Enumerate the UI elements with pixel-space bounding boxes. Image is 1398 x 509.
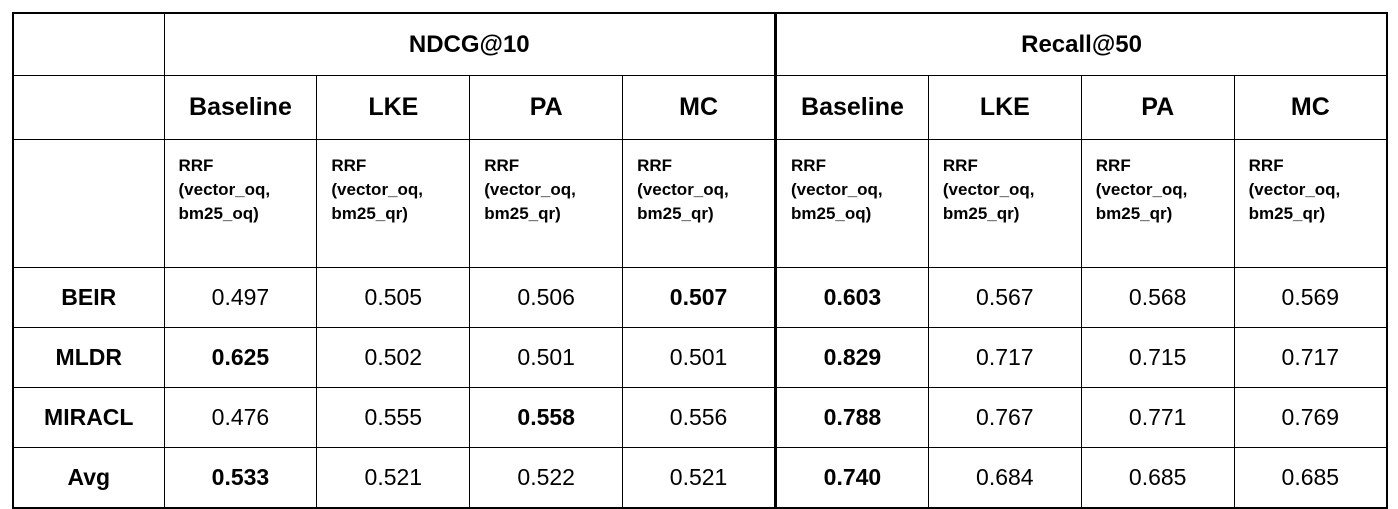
column-header-row: Baseline LKE PA MC Baseline LKE PA MC: [12, 75, 1388, 140]
description-line: (vector_oq,: [484, 180, 576, 199]
results-table: NDCG@10 Recall@50 Baseline LKE PA MC Baseline L…: [12, 12, 1389, 509]
column-header: PA: [469, 75, 624, 140]
method-description: RRF (vector_oq, bm25_qr): [927, 139, 1082, 268]
description-line: bm25_qr): [942, 204, 1020, 223]
value-cell: 0.829: [774, 327, 929, 388]
description-line: (vector_oq,: [942, 180, 1035, 199]
value-cell: 0.767: [927, 387, 1082, 448]
value-cell: 0.568: [1080, 267, 1235, 328]
column-header: Baseline: [774, 75, 929, 140]
value-cell: 0.569: [1233, 267, 1388, 328]
method-description: RRF (vector_oq, bm25_qr): [1080, 139, 1235, 268]
value-cell: 0.556: [622, 387, 777, 448]
column-header: MC: [622, 75, 777, 140]
value-cell: 0.501: [469, 327, 624, 388]
data-row: BEIR 0.497 0.505 0.506 0.507 0.603 0.567 0.568 0…: [12, 267, 1388, 328]
description-line: RRF: [791, 156, 826, 175]
empty-cell: [12, 139, 165, 268]
description-line: (vector_oq,: [178, 180, 271, 199]
description-line: bm25_qr): [637, 204, 714, 223]
group-header: NDCG@10: [163, 12, 777, 76]
group-header-row: NDCG@10 Recall@50: [12, 12, 1388, 76]
column-header: LKE: [927, 75, 1082, 140]
value-cell: 0.771: [1080, 387, 1235, 448]
table-wrap: NDCG@10 Recall@50 Baseline LKE PA MC Baseline L…: [12, 12, 1389, 509]
column-header: MC: [1233, 75, 1388, 140]
group-header: Recall@50: [774, 12, 1388, 76]
value-cell: 0.625: [163, 327, 318, 388]
description-line: RRF: [637, 156, 673, 175]
description-line: bm25_oq): [178, 204, 259, 223]
method-description: RRF (vector_oq, bm25_oq): [163, 139, 318, 268]
data-row: MLDR 0.625 0.502 0.501 0.501 0.829 0.717 0.715 0…: [12, 327, 1388, 388]
method-description: RRF (vector_oq, bm25_oq): [774, 139, 929, 268]
method-description: RRF (vector_oq, bm25_qr): [622, 139, 777, 268]
empty-cell: [12, 12, 165, 76]
value-cell: 0.684: [927, 447, 1082, 509]
row-label: MIRACL: [12, 387, 165, 448]
description-line: RRF: [484, 156, 520, 175]
value-cell: 0.533: [163, 447, 318, 509]
row-label: BEIR: [12, 267, 165, 328]
value-cell: 0.476: [163, 387, 318, 448]
value-cell: 0.502: [316, 327, 471, 388]
value-cell: 0.769: [1233, 387, 1388, 448]
data-row: Avg 0.533 0.521 0.522 0.521 0.740 0.684 0.685 0.…: [12, 447, 1388, 509]
description-line: RRF: [178, 156, 214, 175]
value-cell: 0.522: [469, 447, 624, 509]
description-line: bm25_qr): [1248, 204, 1326, 223]
row-label: MLDR: [12, 327, 165, 388]
value-cell: 0.497: [163, 267, 318, 328]
value-cell: 0.717: [1233, 327, 1388, 388]
description-line: RRF: [331, 156, 367, 175]
method-description: RRF (vector_oq, bm25_qr): [469, 139, 624, 268]
description-line: RRF: [942, 156, 978, 175]
description-line: bm25_qr): [331, 204, 408, 223]
description-line: bm25_qr): [1095, 204, 1173, 223]
description-line: (vector_oq,: [637, 180, 729, 199]
value-cell: 0.567: [927, 267, 1082, 328]
description-line: (vector_oq,: [1095, 180, 1188, 199]
value-cell: 0.558: [469, 387, 624, 448]
value-cell: 0.521: [316, 447, 471, 509]
description-line: bm25_qr): [484, 204, 561, 223]
value-cell: 0.685: [1080, 447, 1235, 509]
method-description: RRF (vector_oq, bm25_qr): [316, 139, 471, 268]
column-header: PA: [1080, 75, 1235, 140]
value-cell: 0.506: [469, 267, 624, 328]
value-cell: 0.501: [622, 327, 777, 388]
value-cell: 0.788: [774, 387, 929, 448]
value-cell: 0.685: [1233, 447, 1388, 509]
data-row: MIRACL 0.476 0.555 0.558 0.556 0.788 0.767 0.77…: [12, 387, 1388, 448]
value-cell: 0.505: [316, 267, 471, 328]
description-line: (vector_oq,: [1248, 180, 1341, 199]
value-cell: 0.603: [774, 267, 929, 328]
method-description: RRF (vector_oq, bm25_qr): [1233, 139, 1388, 268]
description-row: RRF (vector_oq, bm25_oq) RRF (vector_oq, bm25…: [12, 139, 1388, 268]
value-cell: 0.521: [622, 447, 777, 509]
description-line: bm25_oq): [791, 204, 872, 223]
value-cell: 0.555: [316, 387, 471, 448]
row-label: Avg: [12, 447, 165, 509]
value-cell: 0.507: [622, 267, 777, 328]
description-line: (vector_oq,: [331, 180, 424, 199]
column-header: LKE: [316, 75, 471, 140]
description-line: RRF: [1095, 156, 1131, 175]
value-cell: 0.740: [774, 447, 929, 509]
description-line: (vector_oq,: [791, 180, 883, 199]
value-cell: 0.715: [1080, 327, 1235, 388]
description-line: RRF: [1248, 156, 1284, 175]
column-header: Baseline: [163, 75, 318, 140]
empty-cell: [12, 75, 165, 140]
value-cell: 0.717: [927, 327, 1082, 388]
